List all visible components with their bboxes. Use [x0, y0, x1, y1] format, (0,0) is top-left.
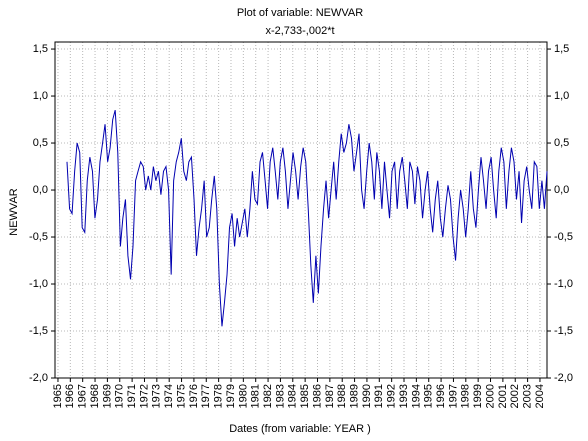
y2-tick-label: -2,0 [554, 372, 573, 384]
y2-tick-label: 1,5 [554, 43, 569, 55]
x-tick-label: 1995 [423, 384, 435, 408]
x-tick-label: 1968 [89, 384, 101, 408]
x-tick-label: 1994 [410, 384, 422, 408]
x-tick-label: 1986 [311, 384, 323, 408]
x-tick-label: 1984 [287, 384, 299, 408]
x-tick-label: 1979 [225, 384, 237, 408]
x-tick-label: 1982 [262, 384, 274, 408]
y2-tick-label: 0,5 [554, 137, 569, 149]
x-tick-label: 2002 [509, 384, 521, 408]
x-tick-label: 1991 [373, 384, 385, 408]
x-tick-label: 1974 [163, 384, 175, 408]
y-tick-label: 1,0 [33, 90, 48, 102]
y-tick-label: -0,5 [29, 231, 48, 243]
x-tick-label: 1985 [299, 384, 311, 408]
x-tick-label: 1978 [213, 384, 225, 408]
x-tick-label: 2001 [497, 384, 509, 408]
chart-subtitle: x-2,733-,002*t [265, 25, 334, 37]
x-tick-label: 1966 [64, 384, 76, 408]
x-tick-label: 1973 [151, 384, 163, 408]
plot-frame [54, 41, 548, 379]
y-tick-label: 0,5 [33, 137, 48, 149]
x-tick-label: 1969 [101, 384, 113, 408]
y2-tick-label: -1,0 [554, 278, 573, 290]
y2-tick-label: 1,0 [554, 90, 569, 102]
x-tick-label: 1972 [138, 384, 150, 408]
y-tick-label: 0,0 [33, 184, 48, 196]
data-line [66, 110, 548, 327]
x-tick-label: 1987 [324, 384, 336, 408]
y2-tick-label: -1,5 [554, 325, 573, 337]
x-tick-label: 1980 [237, 384, 249, 408]
x-tick-label: 1998 [460, 384, 472, 408]
x-tick-label: 1977 [200, 384, 212, 408]
x-tick-label: 1988 [336, 384, 348, 408]
x-tick-label: 1965 [52, 384, 64, 408]
y-tick-label: 1,5 [33, 43, 48, 55]
x-tick-label: 1992 [386, 384, 398, 408]
x-tick-label: 1999 [472, 384, 484, 408]
y2-tick-label: 0,0 [554, 184, 569, 196]
y-tick-label: -1,0 [29, 278, 48, 290]
x-tick-label: 1990 [361, 384, 373, 408]
x-tick-label: 2003 [522, 384, 534, 408]
x-tick-label: 1981 [250, 384, 262, 408]
x-tick-label: 1993 [398, 384, 410, 408]
y2-tick-label: -0,5 [554, 231, 573, 243]
x-tick-label: 1967 [77, 384, 89, 408]
y-tick-label: -2,0 [29, 372, 48, 384]
x-tick-label: 1971 [126, 384, 138, 408]
x-tick-label: 1975 [175, 384, 187, 408]
y-tick-label: -1,5 [29, 325, 48, 337]
x-tick-label: 1989 [348, 384, 360, 408]
x-tick-label: 2004 [534, 384, 546, 408]
x-tick-label: 1983 [274, 384, 286, 408]
x-tick-label: 1970 [114, 384, 126, 408]
x-tick-label: 1976 [188, 384, 200, 408]
y-axis-label: NEWVAR [8, 188, 20, 236]
x-axis-label: Dates (from variable: YEAR ) [229, 423, 371, 435]
x-tick-label: 1997 [447, 384, 459, 408]
x-tick-label: 2000 [484, 384, 496, 408]
x-tick-label: 1996 [435, 384, 447, 408]
chart-title: Plot of variable: NEWVAR [237, 7, 363, 19]
